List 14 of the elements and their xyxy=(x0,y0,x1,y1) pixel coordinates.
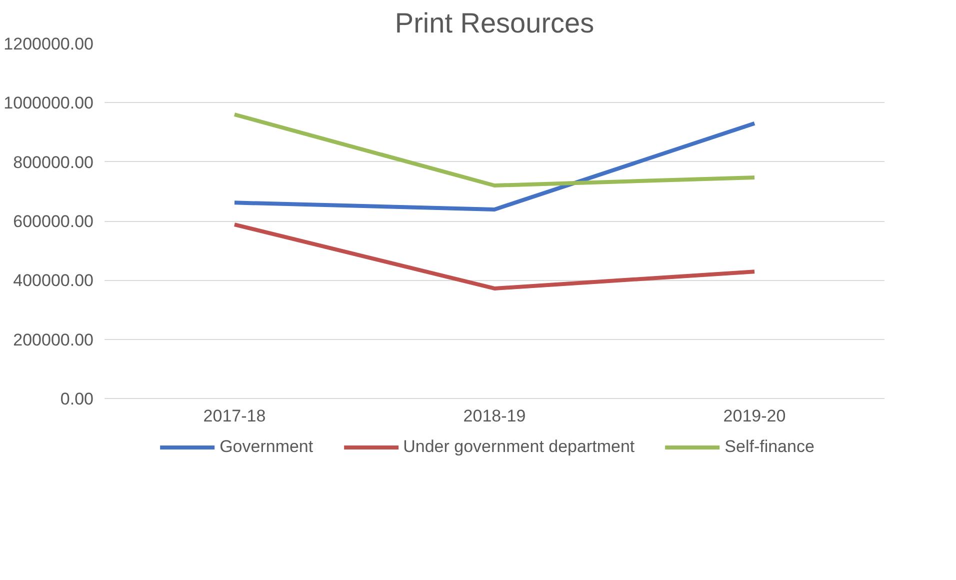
y-tick-label: 0.00 xyxy=(60,390,94,408)
x-tick-label: 2019-20 xyxy=(723,406,786,426)
legend-label: Under government department xyxy=(403,436,635,456)
x-tick-label: 2018-19 xyxy=(463,406,526,426)
x-tick-label: 2017-18 xyxy=(203,406,266,426)
y-tick-label: 1000000.00 xyxy=(4,94,94,113)
y-tick-label: 800000.00 xyxy=(13,152,94,172)
y-tick-label: 200000.00 xyxy=(13,330,94,350)
legend-label: Government xyxy=(220,436,314,456)
y-tick-label: 600000.00 xyxy=(13,212,94,231)
y-tick-label: 1200000.00 xyxy=(4,34,94,54)
legend-label: Self-finance xyxy=(724,436,814,456)
y-tick-label: 400000.00 xyxy=(13,271,94,290)
chart-title: Print Resources xyxy=(394,8,594,38)
